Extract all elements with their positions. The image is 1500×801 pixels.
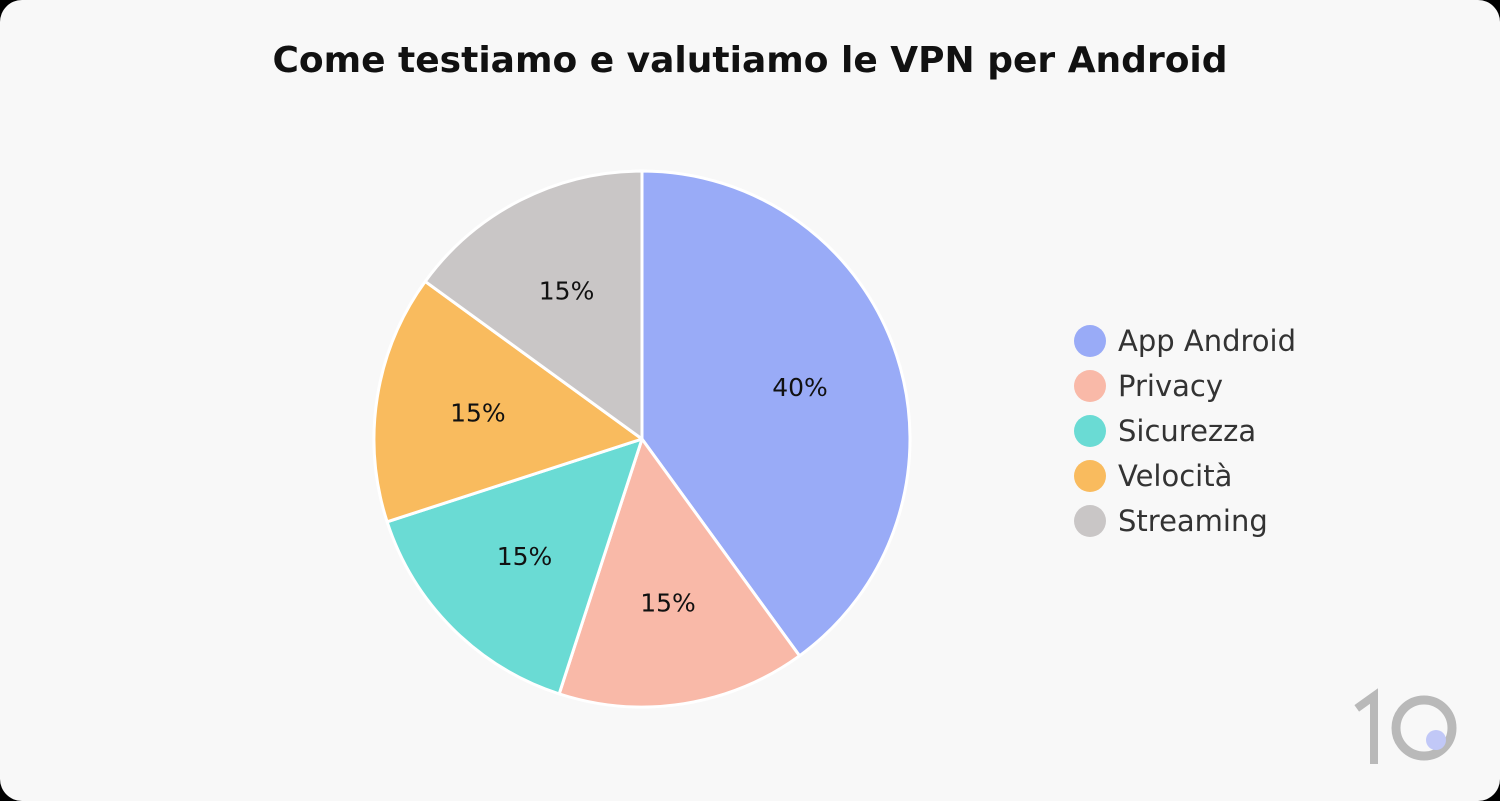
legend-label: Velocità — [1118, 458, 1233, 493]
legend-swatch — [1074, 369, 1106, 402]
legend-swatch — [1074, 414, 1106, 447]
legend-label: Streaming — [1118, 503, 1268, 538]
legend-label: App Android — [1118, 323, 1296, 358]
pie-slices — [372, 169, 912, 709]
legend-item: Velocità — [1074, 453, 1394, 498]
chart-legend: App Android Privacy Sicurezza Velocità Strea… — [1074, 318, 1394, 543]
slice-value-label: 15% — [450, 399, 506, 428]
slice-value-label: 15% — [640, 589, 696, 618]
legend-swatch — [1074, 459, 1106, 492]
legend-swatch — [1074, 504, 1106, 537]
legend-item: Privacy — [1074, 363, 1394, 408]
logo-one-stroke — [1354, 688, 1378, 764]
pie-slice-streaming — [423, 169, 644, 441]
logo-zero-ring — [1391, 695, 1457, 761]
pie-slice-sicurezza — [385, 437, 644, 696]
pie-slice-privacy — [557, 437, 802, 709]
legend-item: Streaming — [1074, 498, 1394, 543]
chart-title: Come testiamo e valutiamo le VPN per And… — [272, 40, 1228, 81]
legend-item: Sicurezza — [1074, 408, 1394, 453]
slice-value-label: 15% — [497, 542, 553, 571]
legend-swatch — [1074, 324, 1106, 357]
slice-value-label: 40% — [772, 373, 828, 402]
slice-value-label: 15% — [539, 276, 595, 305]
pie-slice-velocit- — [372, 279, 644, 524]
legend-label: Privacy — [1118, 368, 1223, 403]
pie-slice-labels: 40% 15% 15% 15% 15% — [450, 276, 828, 617]
legend-item: App Android — [1074, 318, 1394, 363]
ten-logo-icon — [1354, 688, 1457, 764]
pie-slice-app-android — [640, 169, 912, 658]
legend-label: Sicurezza — [1118, 413, 1257, 448]
logo-dot — [1426, 730, 1446, 750]
